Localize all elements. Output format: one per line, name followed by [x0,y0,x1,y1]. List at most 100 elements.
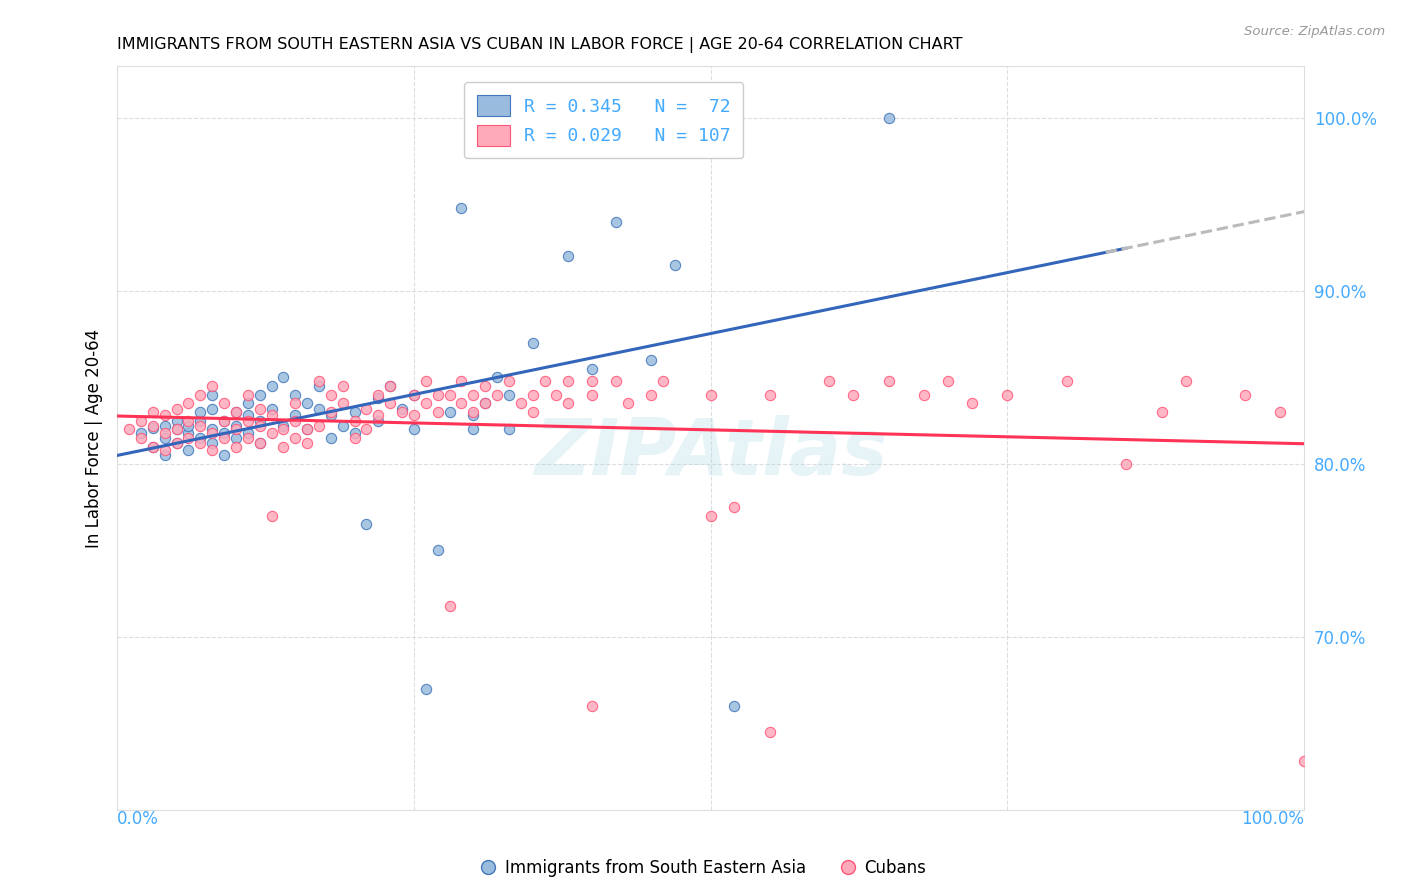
Point [201,436,224,450]
Point [343,431,366,445]
Point [498,374,520,388]
Point [522,405,544,419]
Point [723,699,745,714]
Point [201,443,224,458]
Point [522,335,544,350]
Point [308,379,330,393]
Point [699,387,721,401]
Point [308,418,330,433]
Text: Source: ZipAtlas.com: Source: ZipAtlas.com [1244,25,1385,38]
Point [380,379,402,393]
Point [129,425,152,440]
Point [912,387,935,401]
Point [652,374,675,388]
Point [463,422,485,436]
Point [426,387,449,401]
Point [236,414,259,428]
Point [212,414,235,428]
Point [273,440,295,454]
Point [332,396,354,410]
Point [260,401,283,416]
Point [426,405,449,419]
Point [201,401,224,416]
Point [450,374,472,388]
Point [212,431,235,445]
Point [225,431,247,445]
Point [474,379,496,393]
Point [260,425,283,440]
Point [498,422,520,436]
Point [1294,755,1316,769]
Point [474,396,496,410]
Point [249,418,271,433]
Point [960,396,983,410]
Point [188,387,211,401]
Point [818,374,841,388]
Point [260,379,283,393]
Point [284,414,307,428]
Point [177,425,200,440]
Point [332,379,354,393]
Point [212,396,235,410]
Point [308,374,330,388]
Point [188,405,211,419]
Text: ZIPAtlas: ZIPAtlas [534,415,887,491]
Point [402,387,425,401]
Point [605,374,627,388]
Point [295,396,318,410]
Point [142,420,165,434]
Point [118,422,141,436]
Point [877,111,900,125]
Point [498,387,520,401]
Point [142,418,165,433]
Point [533,374,555,388]
Point [166,422,188,436]
Point [877,374,900,388]
Point [249,387,271,401]
Point [201,422,224,436]
Point [201,387,224,401]
Point [212,448,235,462]
Point [1150,405,1173,419]
Point [188,414,211,428]
Point [188,436,211,450]
Point [557,374,579,388]
Point [236,431,259,445]
Point [249,436,271,450]
Legend: R = 0.345   N =  72, R = 0.029   N = 107: R = 0.345 N = 72, R = 0.029 N = 107 [464,82,744,159]
Point [605,215,627,229]
Point [557,249,579,263]
Point [142,440,165,454]
Point [153,409,176,423]
Point [295,436,318,450]
Point [343,425,366,440]
Point [201,425,224,440]
Point [249,414,271,428]
Point [380,379,402,393]
Point [1270,405,1292,419]
Point [153,418,176,433]
Point [295,422,318,436]
Point [225,405,247,419]
Point [129,414,152,428]
Point [640,353,662,368]
Point [367,387,389,401]
Point [1174,374,1197,388]
Point [439,405,461,419]
Point [486,370,509,384]
Point [450,201,472,215]
Point [936,374,959,388]
Point [142,440,165,454]
Point [439,387,461,401]
Point [249,401,271,416]
Point [509,396,531,410]
Point [664,258,686,272]
Point [153,425,176,440]
Point [236,409,259,423]
Point [236,387,259,401]
Point [284,431,307,445]
Point [308,401,330,416]
Point [356,422,378,436]
Point [177,431,200,445]
Point [319,431,342,445]
